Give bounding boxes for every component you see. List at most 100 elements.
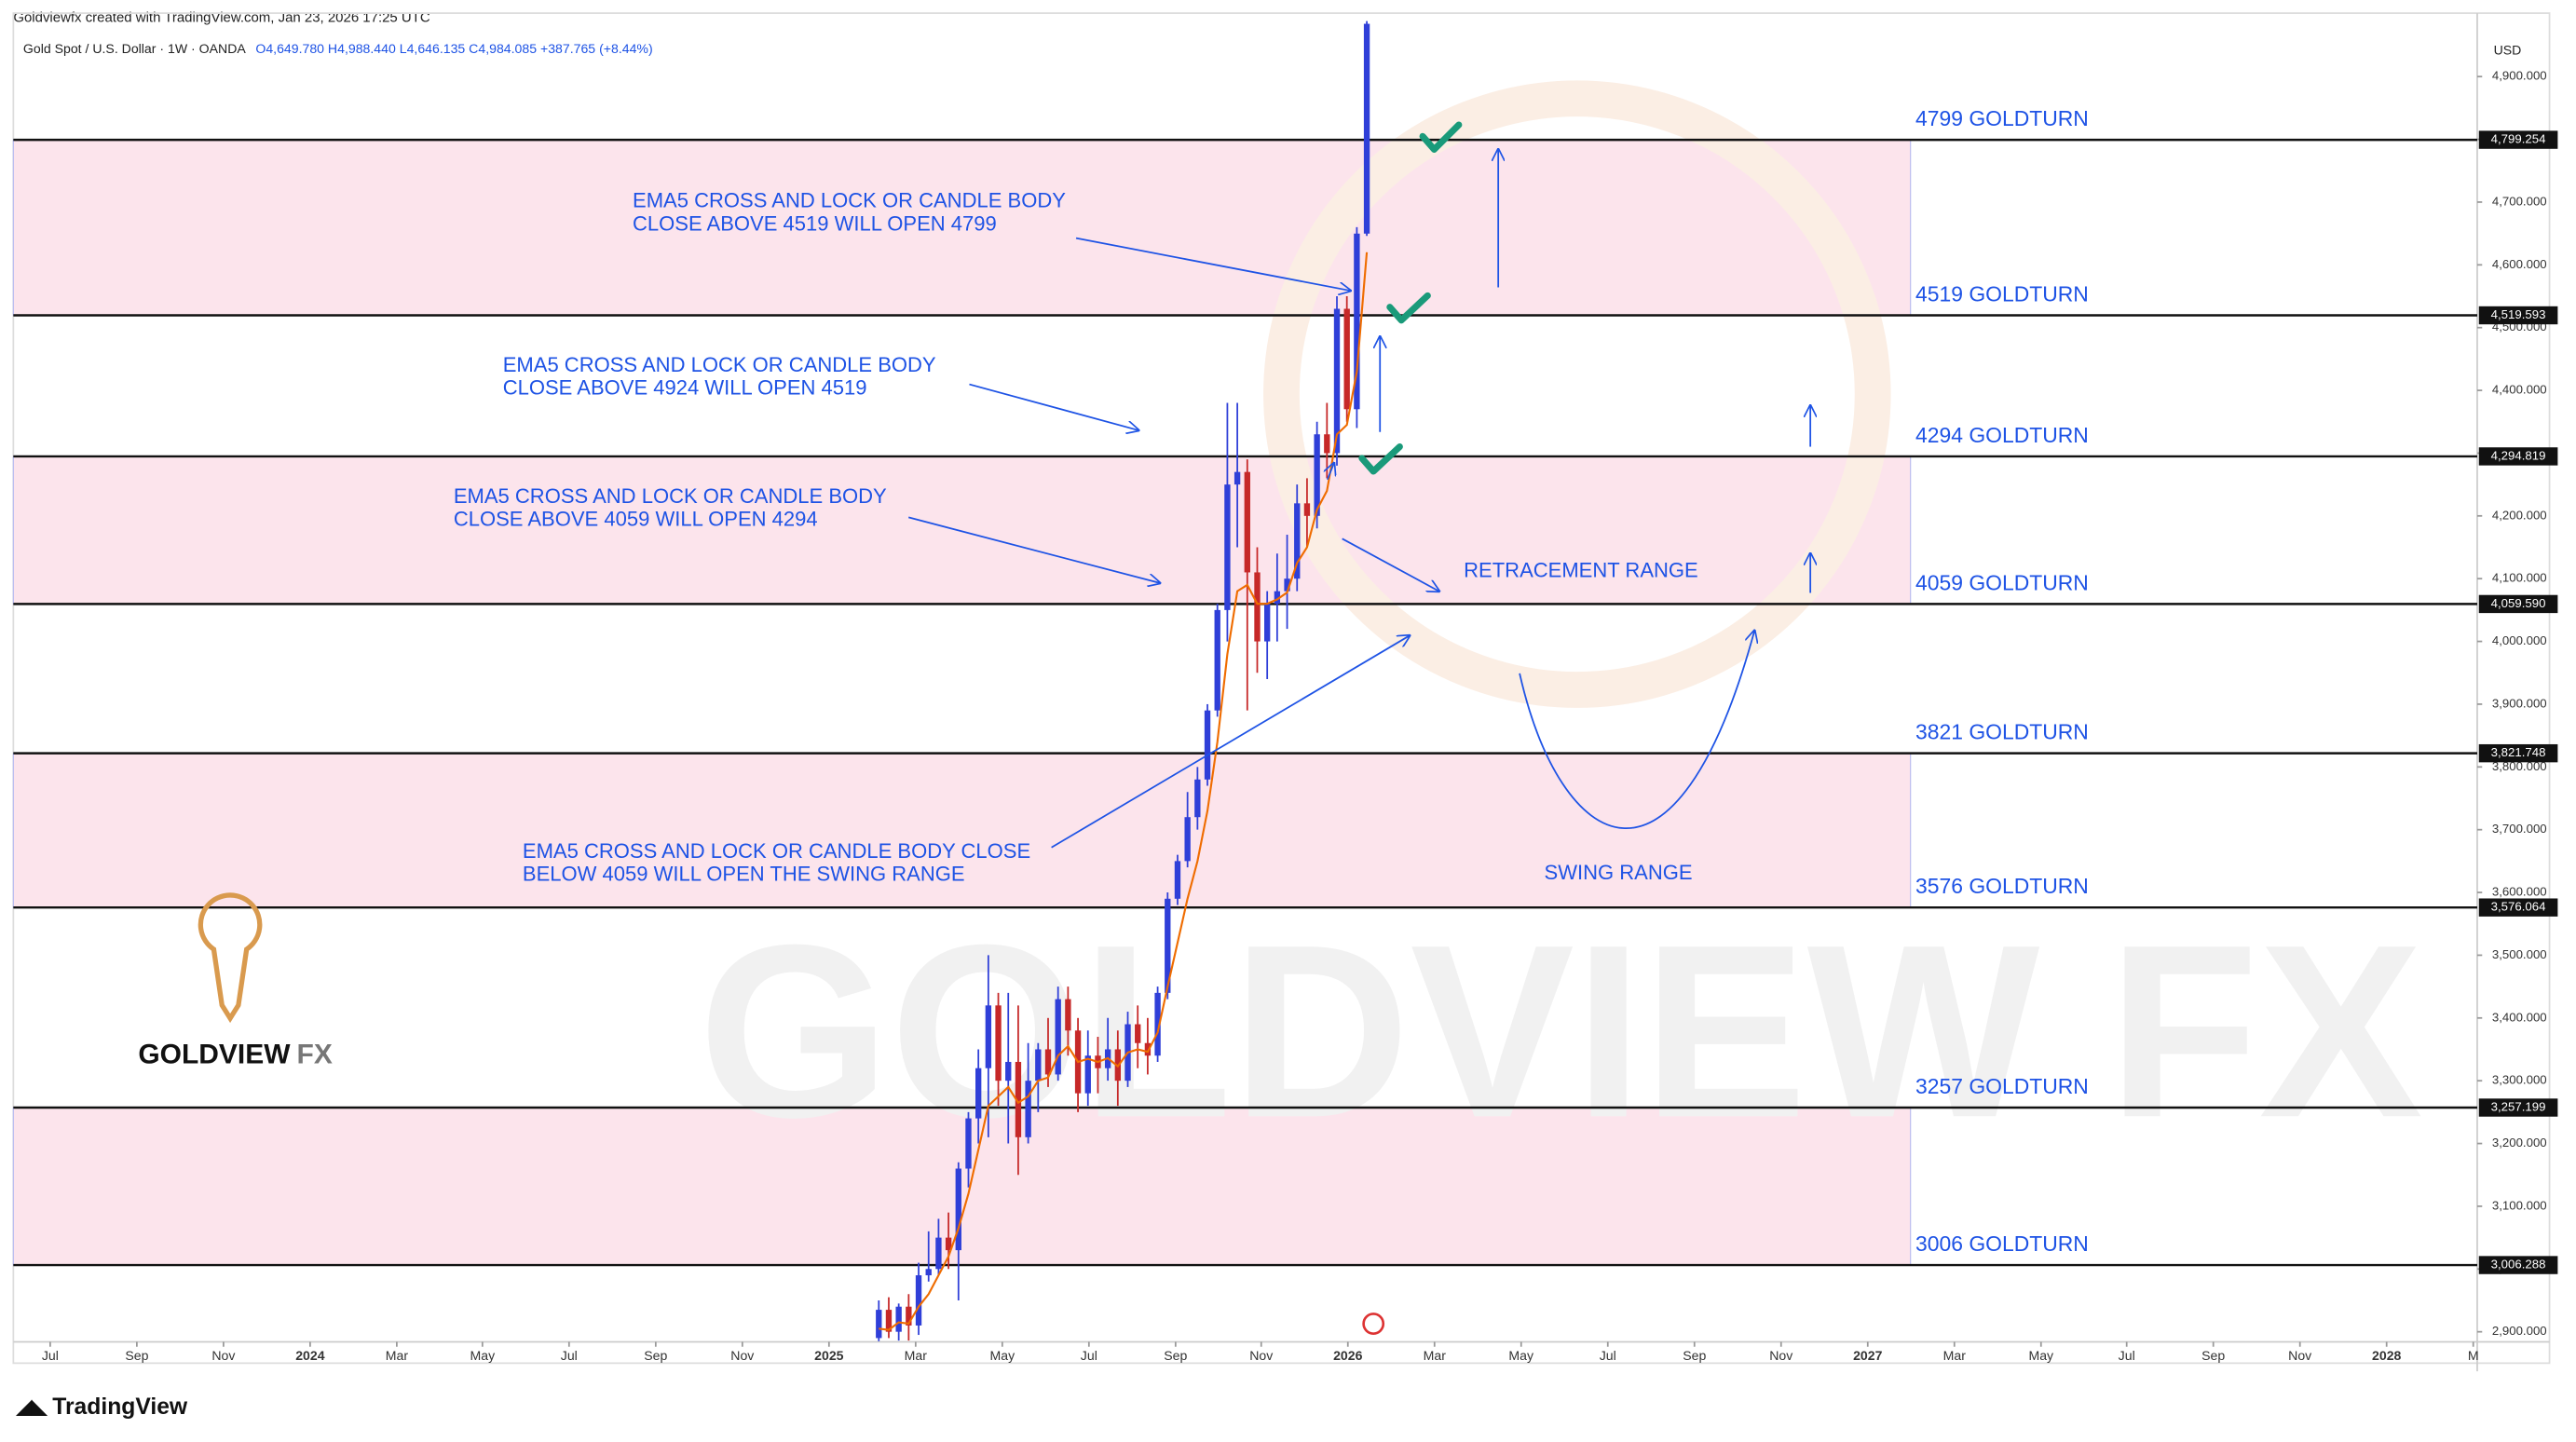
checkmark <box>1386 292 1431 324</box>
candle-body <box>895 1306 902 1332</box>
ema-line <box>879 252 1369 1331</box>
plot-underlay: 2,900.0003,000.0003,100.0003,200.0003,30… <box>12 12 2551 1372</box>
candle-body <box>1314 434 1320 516</box>
level-name: 3821 GOLDTURN <box>1915 720 2089 744</box>
checkmarks <box>1358 121 1463 475</box>
level-name: 3576 GOLDTURN <box>1915 874 2089 898</box>
logo-text: GOLDVIEW FX <box>138 1040 333 1070</box>
level-tag <box>2478 743 2558 763</box>
candle-body <box>1244 471 1250 573</box>
level-value: 4,519.593 <box>2491 307 2546 321</box>
arrow <box>969 383 1138 430</box>
candle-body <box>1354 233 1360 410</box>
x-tick-label: M <box>2468 1348 2479 1363</box>
arrow <box>908 516 1160 583</box>
x-tick-label: Mar <box>905 1348 928 1363</box>
y-tick-label: 4,100.000 <box>2492 571 2547 585</box>
annotation-line: EMA5 CROSS AND LOCK OR CANDLE BODY CLOSE <box>523 839 1030 863</box>
level-name: 4799 GOLDTURN <box>1915 106 2089 130</box>
footer: ◢◣ TradingView <box>16 1394 188 1419</box>
candle-body <box>1154 992 1161 1056</box>
x-tick-label: 2024 <box>295 1348 325 1363</box>
level-value: 3,821.748 <box>2491 745 2546 759</box>
x-tick-label: Jul <box>2119 1348 2135 1363</box>
candle-body <box>975 1068 982 1119</box>
arrow <box>1342 537 1439 591</box>
candle-body <box>1204 710 1211 780</box>
candle-body <box>985 1005 992 1068</box>
candle-body <box>1224 484 1231 610</box>
level-name: 3257 GOLDTURN <box>1915 1074 2089 1098</box>
candle-body <box>915 1275 922 1326</box>
x-tick-label: May <box>990 1348 1016 1363</box>
y-tick-label: 4,000.000 <box>2492 633 2547 647</box>
annotation-line: EMA5 CROSS AND LOCK OR CANDLE BODY <box>503 353 936 376</box>
symbol-line: Gold Spot / U.S. Dollar · 1W · OANDA O4,6… <box>23 41 653 56</box>
candle-body <box>1084 1055 1091 1094</box>
annotation-line: CLOSE ABOVE 4059 WILL OPEN 4294 <box>454 508 818 531</box>
x-tick-label: 2028 <box>2372 1348 2402 1363</box>
level-value: 3,257.199 <box>2491 1100 2546 1114</box>
candle-body <box>1174 861 1181 899</box>
x-tick-label: Sep <box>1164 1348 1187 1363</box>
arrow <box>1051 635 1410 849</box>
arrow <box>1328 463 1334 481</box>
annotation-line: EMA5 CROSS AND LOCK OR CANDLE BODY <box>633 189 1066 212</box>
x-tick-label: Jul <box>1600 1348 1616 1363</box>
logo-word: GOLDVIEW <box>138 1040 291 1070</box>
range-label: RETRACEMENT RANGE <box>1464 558 1698 581</box>
x-tick-label: Mar <box>1424 1348 1447 1363</box>
candle-body <box>955 1168 961 1251</box>
y-tick-label: 3,700.000 <box>2492 822 2547 836</box>
candle-body <box>1343 308 1350 410</box>
candle-body <box>1333 308 1341 454</box>
level-value: 3,576.064 <box>2491 900 2546 914</box>
x-tick-label: 2025 <box>814 1348 844 1363</box>
candle-body <box>885 1310 893 1332</box>
candle-body <box>945 1237 952 1251</box>
candle-body <box>1233 471 1241 485</box>
x-tick-label: Sep <box>2201 1348 2225 1363</box>
event-icon <box>1362 1313 1385 1335</box>
level-value: 4,059.590 <box>2491 596 2546 610</box>
range-label: SWING RANGE <box>1545 861 1693 884</box>
candle-body <box>1035 1049 1042 1082</box>
level-tag <box>2478 306 2558 325</box>
x-tick-label: Nov <box>730 1348 754 1363</box>
candle-body <box>1184 817 1191 862</box>
candle-body <box>1005 1061 1012 1082</box>
x-tick-label: May <box>2028 1348 2054 1363</box>
annotation-line: EMA5 CROSS AND LOCK OR CANDLE BODY <box>454 484 887 508</box>
candle-body <box>1025 1081 1031 1137</box>
y-tick-label: 4,700.000 <box>2492 194 2547 208</box>
candle-body <box>995 1005 1002 1082</box>
y-tick-label: 3,200.000 <box>2492 1136 2547 1150</box>
x-tick-label: Jul <box>561 1348 578 1363</box>
x-tick-label: 2027 <box>1853 1348 1883 1363</box>
level-name: 4294 GOLDTURN <box>1915 423 2089 447</box>
logo-fx: FX <box>297 1040 333 1070</box>
annotation-line: BELOW 4059 WILL OPEN THE SWING RANGE <box>523 863 965 886</box>
currency: USD <box>2494 42 2522 57</box>
y-tick-label: 4,200.000 <box>2492 508 2547 522</box>
x-tick-label: Jul <box>1081 1348 1097 1363</box>
x-tick-label: Nov <box>1769 1348 1792 1363</box>
x-tick-label: Sep <box>1683 1348 1706 1363</box>
x-tick-label: Jul <box>42 1348 59 1363</box>
y-tick-label: 3,400.000 <box>2492 1010 2547 1024</box>
annotations: EMA5 CROSS AND LOCK OR CANDLE BODY CLOSE… <box>454 189 1698 886</box>
y-tick-label: 3,100.000 <box>2492 1198 2547 1212</box>
candle-body <box>925 1269 932 1276</box>
level-tag <box>2478 1098 2558 1117</box>
candle-body <box>1044 1049 1052 1075</box>
credit: Goldviewfx created with TradingView.com,… <box>13 9 430 25</box>
level-name: 4059 GOLDTURN <box>1915 570 2089 594</box>
zone <box>12 139 1912 317</box>
level-value: 4,294.819 <box>2491 448 2546 462</box>
candle-body <box>1274 591 1281 605</box>
swing-curve <box>1519 631 1754 829</box>
level-tag <box>2478 898 2558 917</box>
candle-body <box>935 1237 942 1270</box>
candle-body <box>1214 609 1220 711</box>
x-tick-label: Sep <box>125 1348 148 1363</box>
